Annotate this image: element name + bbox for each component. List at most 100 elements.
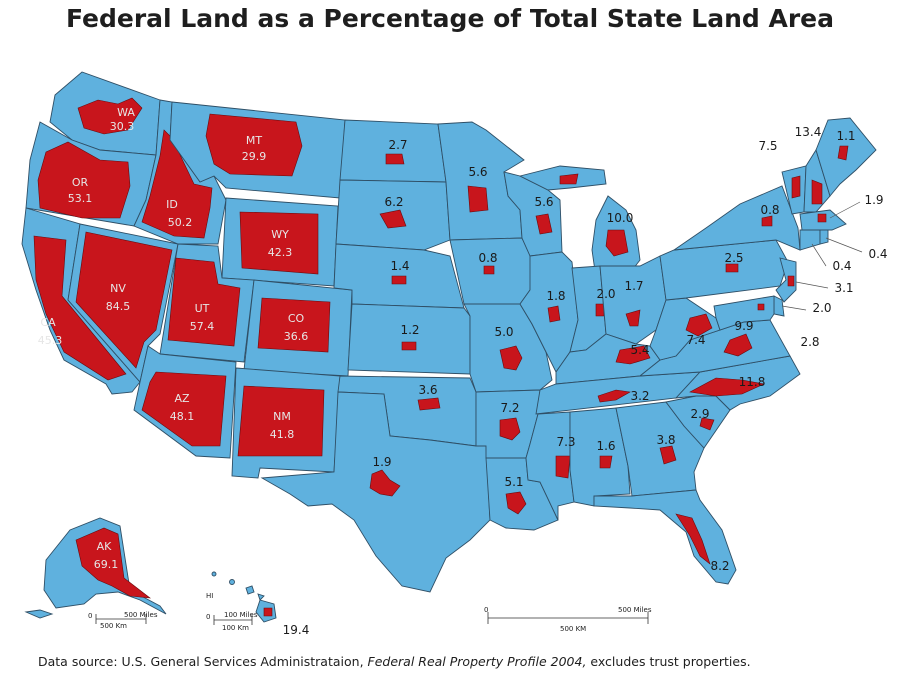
- federal-land-nc: [689, 377, 765, 397]
- scale-main-zero: 0: [484, 606, 488, 614]
- label-ks-value: 1.2: [400, 323, 419, 337]
- state-nh: [803, 148, 831, 213]
- label-or-value: 53.1: [68, 192, 93, 205]
- federal-land-id: [141, 129, 213, 239]
- label-ok-value: 3.6: [418, 383, 437, 397]
- label-mt-abbr: MT: [246, 134, 262, 147]
- state-nd: [339, 119, 447, 183]
- federal-land-ky: [615, 345, 651, 365]
- state-tx: [260, 391, 491, 593]
- label-ne-value: 1.4: [390, 259, 409, 273]
- state-ct: [799, 229, 821, 251]
- federal-land-il: [547, 305, 561, 323]
- label-ky-value: 5.4: [630, 343, 649, 357]
- state-nm: [231, 367, 341, 479]
- label-va-value: 9.9: [734, 319, 753, 333]
- federal-land-nh: [811, 179, 823, 205]
- label-ca-abbr: CA: [40, 316, 56, 329]
- scale-hawaii-zero: 0: [206, 613, 210, 621]
- map-title: Federal Land as a Percentage of Total St…: [65, 4, 835, 33]
- label-vt-value: 7.5: [758, 139, 777, 153]
- federal-land-mo: [499, 345, 523, 371]
- state-wv: [649, 297, 721, 361]
- state-fl: [593, 489, 737, 585]
- label-ms-value: 7.3: [556, 435, 575, 449]
- federal-land-sd: [379, 209, 407, 229]
- federal-land-pa: [725, 263, 739, 273]
- federal-land-nv: [75, 231, 173, 369]
- federal-land-hi: [263, 607, 273, 617]
- label-sd-value: 6.2: [384, 195, 403, 209]
- label-in-value: 2.0: [596, 287, 615, 301]
- label-mt-value: 29.9: [242, 150, 267, 163]
- federal-land-nj: [787, 275, 795, 287]
- label-wa-value: 30.3: [110, 120, 135, 133]
- label-pa-value: 2.5: [724, 251, 743, 265]
- state-ar: [475, 389, 541, 459]
- federal-land-vt: [791, 175, 801, 199]
- hi-abbr: HI: [206, 592, 213, 600]
- label-nm-abbr: NM: [273, 410, 291, 423]
- scale-alaska-miles: 500 Miles: [124, 611, 158, 619]
- label-ny-value: 0.8: [760, 203, 779, 217]
- state-il: [519, 251, 579, 373]
- state-me: [815, 117, 877, 197]
- label-ca-value: 45.3: [38, 334, 63, 347]
- label-tx-value: 1.9: [372, 455, 391, 469]
- federal-land-wy: [239, 211, 319, 275]
- federal-land-fl: [675, 513, 711, 565]
- label-nh-value: 13.4: [795, 125, 822, 139]
- federal-land-va: [723, 333, 753, 357]
- state-mn: [437, 121, 525, 241]
- label-nm-value: 41.8: [270, 428, 295, 441]
- scale-hawaii-km: 100 Km: [222, 624, 249, 632]
- scale-alaska-km: 500 Km: [100, 622, 127, 630]
- label-nj-value: 3.1: [834, 281, 853, 295]
- federal-land-ca: [33, 235, 127, 381]
- scale-bar-hawaii: [213, 615, 253, 625]
- state-ny: [673, 185, 801, 251]
- label-md-value: 2.8: [800, 335, 819, 349]
- state-sd: [335, 179, 451, 251]
- federal-land-or: [37, 141, 131, 219]
- label-mi-value: 10.0: [607, 211, 634, 225]
- label-tn-value: 3.2: [630, 389, 649, 403]
- label-ak-abbr: AK: [97, 540, 113, 553]
- state-hi: HI: [206, 571, 277, 623]
- label-nv-value: 84.5: [106, 300, 131, 313]
- footer-italic: Federal Real Property Profile 2004,: [367, 654, 587, 669]
- scale-bar-main: [487, 612, 649, 624]
- federal-land-mn: [467, 185, 489, 213]
- state-ks: [347, 303, 471, 375]
- state-mo: [463, 303, 553, 393]
- federal-land-wa: [77, 97, 143, 135]
- state-co: [243, 279, 353, 377]
- federal-land-wv: [685, 313, 713, 337]
- state-wi: [503, 171, 563, 257]
- label-ia-value: 0.8: [478, 251, 497, 265]
- data-source-note: Data source: U.S. General Services Admin…: [38, 654, 751, 669]
- federal-land-md: [757, 303, 765, 311]
- leader-lines: [781, 201, 863, 311]
- scale-main-km: 500 KM: [560, 625, 586, 633]
- state-ri: [819, 229, 829, 245]
- label-ga-value: 3.8: [656, 433, 675, 447]
- state-labels-inside: WA 30.3 OR 53.1 CA 45.3 NV 84.5 ID 50.2 …: [38, 106, 309, 571]
- label-or-abbr: OR: [72, 176, 89, 189]
- federal-land-tx: [369, 469, 401, 497]
- label-me-value: 1.1: [836, 129, 855, 143]
- scale-main-miles: 500 Miles: [618, 606, 652, 614]
- state-ne: [333, 243, 465, 309]
- federal-land-ar: [499, 417, 521, 441]
- label-co-abbr: CO: [288, 312, 305, 325]
- federal-land-az: [141, 371, 227, 447]
- federal-land-ia: [483, 265, 495, 275]
- label-ak-value: 69.1: [94, 558, 119, 571]
- federal-land-ms: [555, 455, 571, 479]
- label-wy-abbr: WY: [271, 228, 289, 241]
- federal-land-la: [505, 491, 527, 515]
- federal-land-mt: [205, 113, 303, 177]
- federal-land-tn: [597, 389, 631, 403]
- footer-suffix: excludes trust properties.: [586, 654, 751, 669]
